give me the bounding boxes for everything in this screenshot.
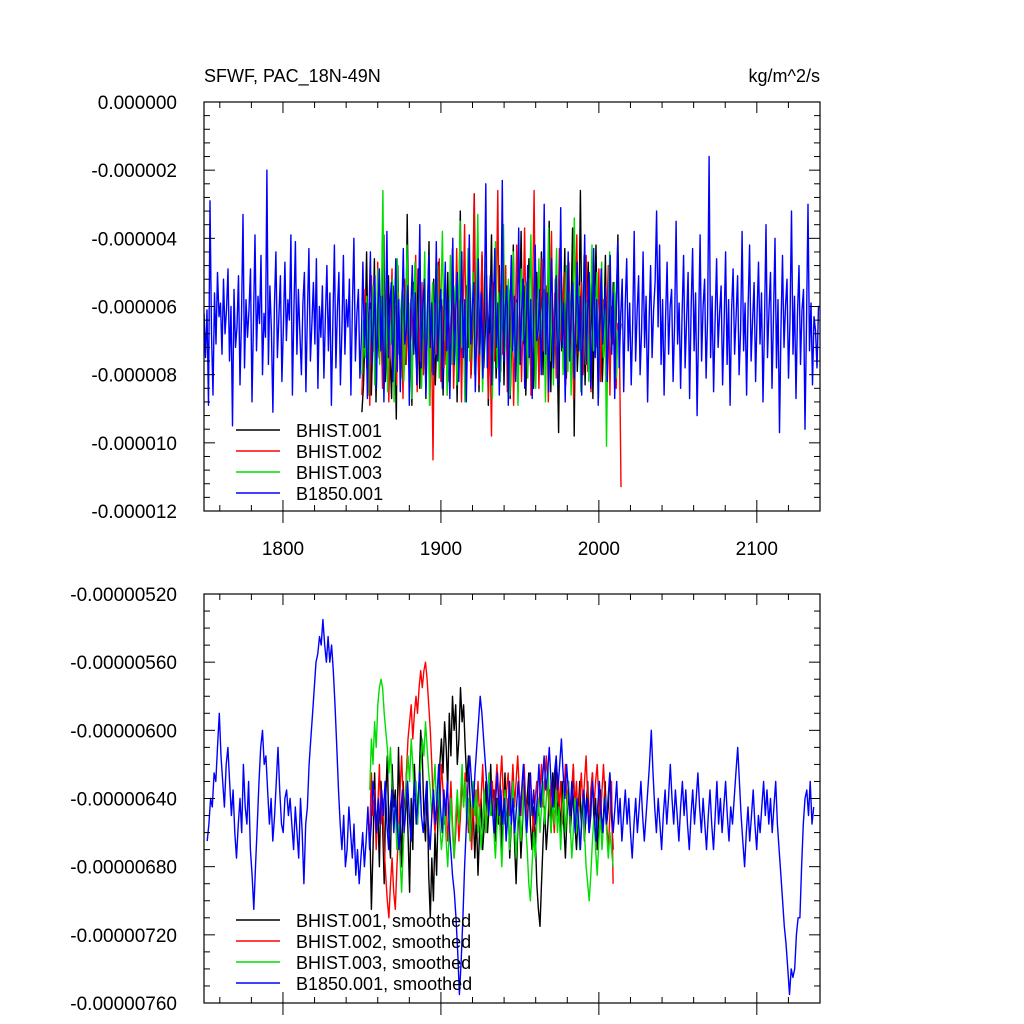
top-axes: 0.000000 -0.000002 -0.000004 -0.000006 -0.00…	[91, 93, 821, 560]
bottom-legend-label-3: BHIST.003, smoothed	[296, 953, 471, 973]
bottom-ytick-label: -0.00000520	[70, 585, 177, 606]
bottom-legend-label-1: BHIST.001, smoothed	[296, 911, 471, 931]
top-xtick-label: 2000	[578, 539, 620, 560]
top-chart-units: kg/m^2/s	[749, 66, 820, 86]
top-series-line-4	[204, 155, 820, 434]
top-ytick-label: -0.000008	[91, 366, 177, 387]
bottom-axes: -0.00000520 -0.00000560 -0.00000600 -0.0000…	[70, 585, 821, 1015]
top-legend-label-4: B1850.001	[296, 484, 383, 504]
top-xtick-label: 1800	[262, 539, 304, 560]
top-chart-panel: SFWF, PAC_18N-49N kg/m^2/s 0.000000 -0.00…	[91, 66, 821, 560]
bottom-ytick-label: -0.00000560	[70, 653, 177, 674]
bottom-chart-panel: -0.00000520 -0.00000560 -0.00000600 -0.0000…	[70, 585, 821, 1015]
top-ytick-label: 0.000000	[98, 93, 177, 114]
bottom-series-group	[206, 618, 815, 996]
top-xtick-label: 2100	[736, 539, 778, 560]
top-ytick-label: -0.000012	[91, 502, 177, 523]
top-chart-title: SFWF, PAC_18N-49N	[204, 66, 381, 87]
top-series-group	[204, 155, 820, 488]
top-legend-label-3: BHIST.003	[296, 463, 382, 483]
top-legend-label-2: BHIST.002	[296, 442, 382, 462]
top-ytick-label: -0.000004	[91, 229, 177, 250]
bottom-ytick-label: -0.00000640	[70, 790, 177, 811]
top-ytick-label: -0.000010	[91, 434, 177, 455]
top-xtick-label: 1900	[420, 539, 462, 560]
bottom-ytick-label: -0.00000720	[70, 926, 177, 947]
bottom-series-line-3	[369, 678, 614, 902]
top-legend-label-1: BHIST.001	[296, 421, 382, 441]
bottom-legend-label-2: BHIST.002, smoothed	[296, 932, 471, 952]
bottom-ytick-label: -0.00000600	[70, 721, 177, 742]
top-ytick-label: -0.000006	[91, 298, 177, 319]
bottom-legend-label-4: B1850.001, smoothed	[296, 974, 472, 994]
bottom-ytick-label: -0.00000760	[70, 994, 177, 1015]
top-ytick-label: -0.000002	[91, 161, 177, 182]
bottom-ytick-label: -0.00000680	[70, 858, 177, 879]
bottom-series-line-4	[206, 618, 815, 996]
